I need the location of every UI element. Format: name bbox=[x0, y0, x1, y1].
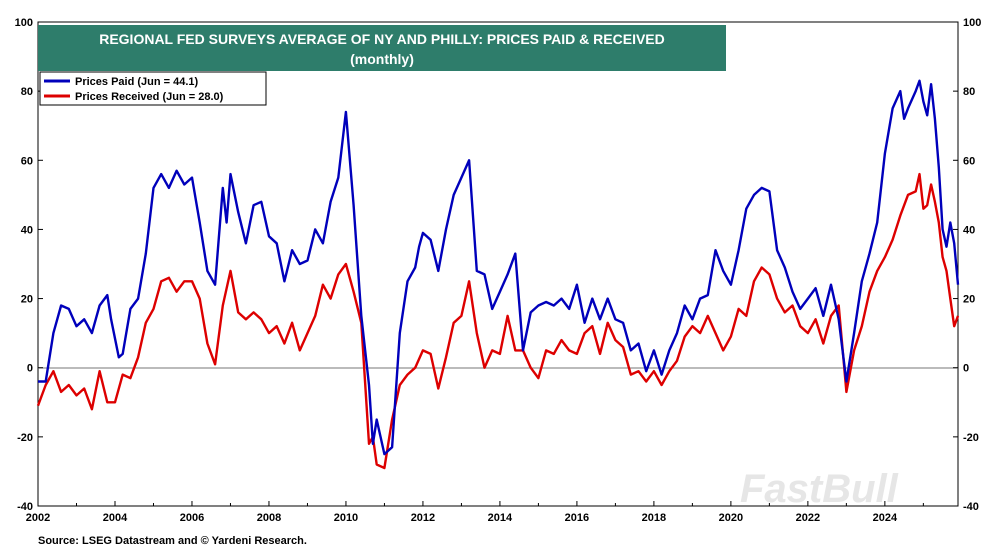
y-tick-label-right: -20 bbox=[963, 432, 979, 444]
y-tick-label-left: 100 bbox=[15, 17, 33, 29]
y-tick-label-right: 60 bbox=[963, 155, 975, 167]
y-tick-label-left: 40 bbox=[21, 224, 33, 236]
x-tick-label: 2002 bbox=[26, 512, 50, 524]
y-tick-label-left: -40 bbox=[17, 501, 33, 513]
legend-label-prices-paid: Prices Paid (Jun = 44.1) bbox=[75, 76, 199, 88]
y-tick-label-left: 20 bbox=[21, 294, 33, 306]
y-tick-label-left: 80 bbox=[21, 86, 33, 98]
y-tick-label-right: 100 bbox=[963, 17, 981, 29]
chart-title: REGIONAL FED SURVEYS AVERAGE OF NY AND P… bbox=[99, 31, 665, 47]
chart-subtitle: (monthly) bbox=[350, 51, 414, 67]
x-tick-label: 2014 bbox=[488, 512, 513, 524]
y-tick-label-left: 60 bbox=[21, 155, 33, 167]
x-tick-label: 2016 bbox=[565, 512, 589, 524]
y-tick-label-right: -40 bbox=[963, 501, 979, 513]
watermark: FastBull bbox=[740, 467, 899, 511]
x-tick-label: 2008 bbox=[257, 512, 281, 524]
series-line-prices-paid bbox=[38, 79, 960, 456]
x-tick-label: 2018 bbox=[642, 512, 666, 524]
x-tick-label: 2010 bbox=[334, 512, 358, 524]
y-tick-label-left: 0 bbox=[27, 363, 33, 375]
x-tick-label: 2024 bbox=[873, 512, 898, 524]
x-tick-label: 2004 bbox=[103, 512, 128, 524]
x-tick-label: 2020 bbox=[719, 512, 743, 524]
x-tick-label: 2006 bbox=[180, 512, 204, 524]
series-line-prices-received bbox=[36, 172, 960, 470]
y-tick-label-right: 0 bbox=[963, 363, 969, 375]
title-banner bbox=[38, 25, 726, 71]
y-tick-label-right: 20 bbox=[963, 294, 975, 306]
x-tick-label: 2022 bbox=[796, 512, 820, 524]
legend-box bbox=[39, 71, 267, 106]
y-tick-label-right: 40 bbox=[963, 224, 975, 236]
x-tick-label: 2012 bbox=[411, 512, 435, 524]
source-note: Source: LSEG Datastream and © Yardeni Re… bbox=[38, 535, 307, 547]
series-layer bbox=[36, 79, 960, 470]
y-tick-label-left: -20 bbox=[17, 432, 33, 444]
legend-label-prices-received: Prices Received (Jun = 28.0) bbox=[75, 91, 224, 103]
y-tick-label-right: 80 bbox=[963, 86, 975, 98]
